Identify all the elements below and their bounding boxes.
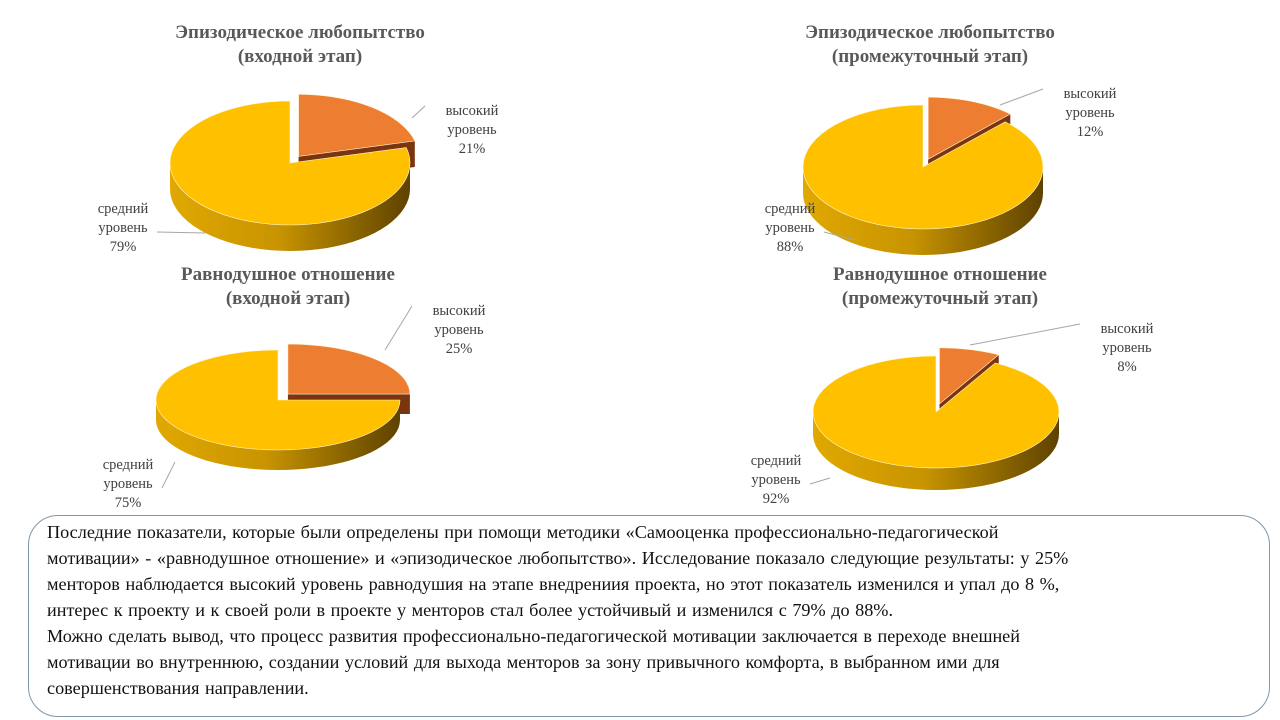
pie-slice-medium bbox=[802, 104, 1044, 230]
data-label-medium: 75% bbox=[115, 495, 142, 511]
pie-slice-medium-side bbox=[813, 412, 1059, 490]
pie-slice-medium bbox=[169, 100, 411, 226]
data-label-medium: средний bbox=[765, 201, 816, 217]
leader-line bbox=[809, 477, 831, 485]
leader-line bbox=[823, 231, 856, 241]
chart-title: Равнодушное отношение bbox=[833, 264, 1047, 285]
pie-slice-medium bbox=[812, 355, 1060, 469]
summary-line: менторов наблюдается высокий уровень рав… bbox=[47, 574, 1060, 594]
summary-line: совершенствования направлении. bbox=[47, 678, 309, 698]
data-label-high: 25% bbox=[446, 341, 473, 357]
chart-title: Эпизодическое любопытство bbox=[175, 22, 425, 43]
summary-line: интерес к проекту и к своей роли в проек… bbox=[47, 600, 894, 620]
chart-subtitle: (промежуточный этап) bbox=[842, 288, 1038, 309]
pie-slice-medium-side bbox=[803, 167, 1043, 255]
data-label-high: уровень bbox=[1102, 340, 1152, 356]
chart-title: Эпизодическое любопытство bbox=[805, 22, 1055, 43]
data-label-high: высокий bbox=[1064, 86, 1117, 102]
leader-line bbox=[156, 231, 206, 234]
data-label-medium: уровень bbox=[98, 220, 148, 236]
data-label-high: 12% bbox=[1077, 124, 1104, 140]
data-label-high: уровень bbox=[1065, 105, 1115, 121]
data-label-medium: уровень bbox=[765, 220, 815, 236]
data-label-high: 21% bbox=[459, 141, 486, 157]
data-label-high: уровень bbox=[434, 322, 484, 338]
data-label-medium: 92% bbox=[763, 491, 790, 507]
pie-slice-high bbox=[927, 96, 1011, 160]
chart-subtitle: (входной этап) bbox=[238, 46, 362, 67]
leader-line bbox=[161, 461, 176, 489]
data-label-high: высокий bbox=[446, 103, 499, 119]
pie-slice-medium-side bbox=[156, 400, 400, 470]
pie-slice-high bbox=[298, 94, 416, 157]
data-label-medium: уровень bbox=[103, 476, 153, 492]
data-label-medium: уровень bbox=[751, 472, 801, 488]
leader-line bbox=[999, 88, 1044, 106]
leader-line bbox=[384, 305, 413, 351]
data-label-medium: средний bbox=[98, 201, 149, 217]
leader-line bbox=[969, 323, 1081, 346]
data-label-medium: 79% bbox=[110, 239, 137, 255]
data-label-high: высокий bbox=[1101, 321, 1154, 337]
data-label-high: высокий bbox=[433, 303, 486, 319]
data-label-high: 8% bbox=[1117, 359, 1136, 375]
pie-slice-medium-side bbox=[170, 163, 410, 251]
data-label-medium: средний bbox=[751, 453, 802, 469]
summary-line: Последние показатели, которые были опред… bbox=[47, 522, 999, 542]
pie-slice-high bbox=[939, 347, 1000, 405]
chart-title: Равнодушное отношение bbox=[181, 264, 395, 285]
chart-subtitle: (промежуточный этап) bbox=[832, 46, 1028, 67]
summary-line: Можно сделать вывод, что процесс развити… bbox=[47, 626, 1020, 646]
summary-line: мотивации во внутреннюю, создании услови… bbox=[47, 652, 1000, 672]
summary-line: мотивации» - «равнодушное отношение» и «… bbox=[47, 548, 1069, 568]
chart-subtitle: (входной этап) bbox=[226, 288, 350, 309]
data-label-medium: 88% bbox=[777, 239, 804, 255]
pie-slice-medium bbox=[155, 349, 401, 451]
pie-slice-high bbox=[287, 343, 411, 395]
data-label-high: уровень bbox=[447, 122, 497, 138]
charts-area: Эпизодическое любопытство (входной этап) в… bbox=[98, 22, 1154, 511]
leader-line bbox=[411, 105, 426, 119]
data-label-medium: средний bbox=[103, 457, 154, 473]
summary-text-box: Последние показатели, которые были опред… bbox=[28, 515, 1270, 717]
